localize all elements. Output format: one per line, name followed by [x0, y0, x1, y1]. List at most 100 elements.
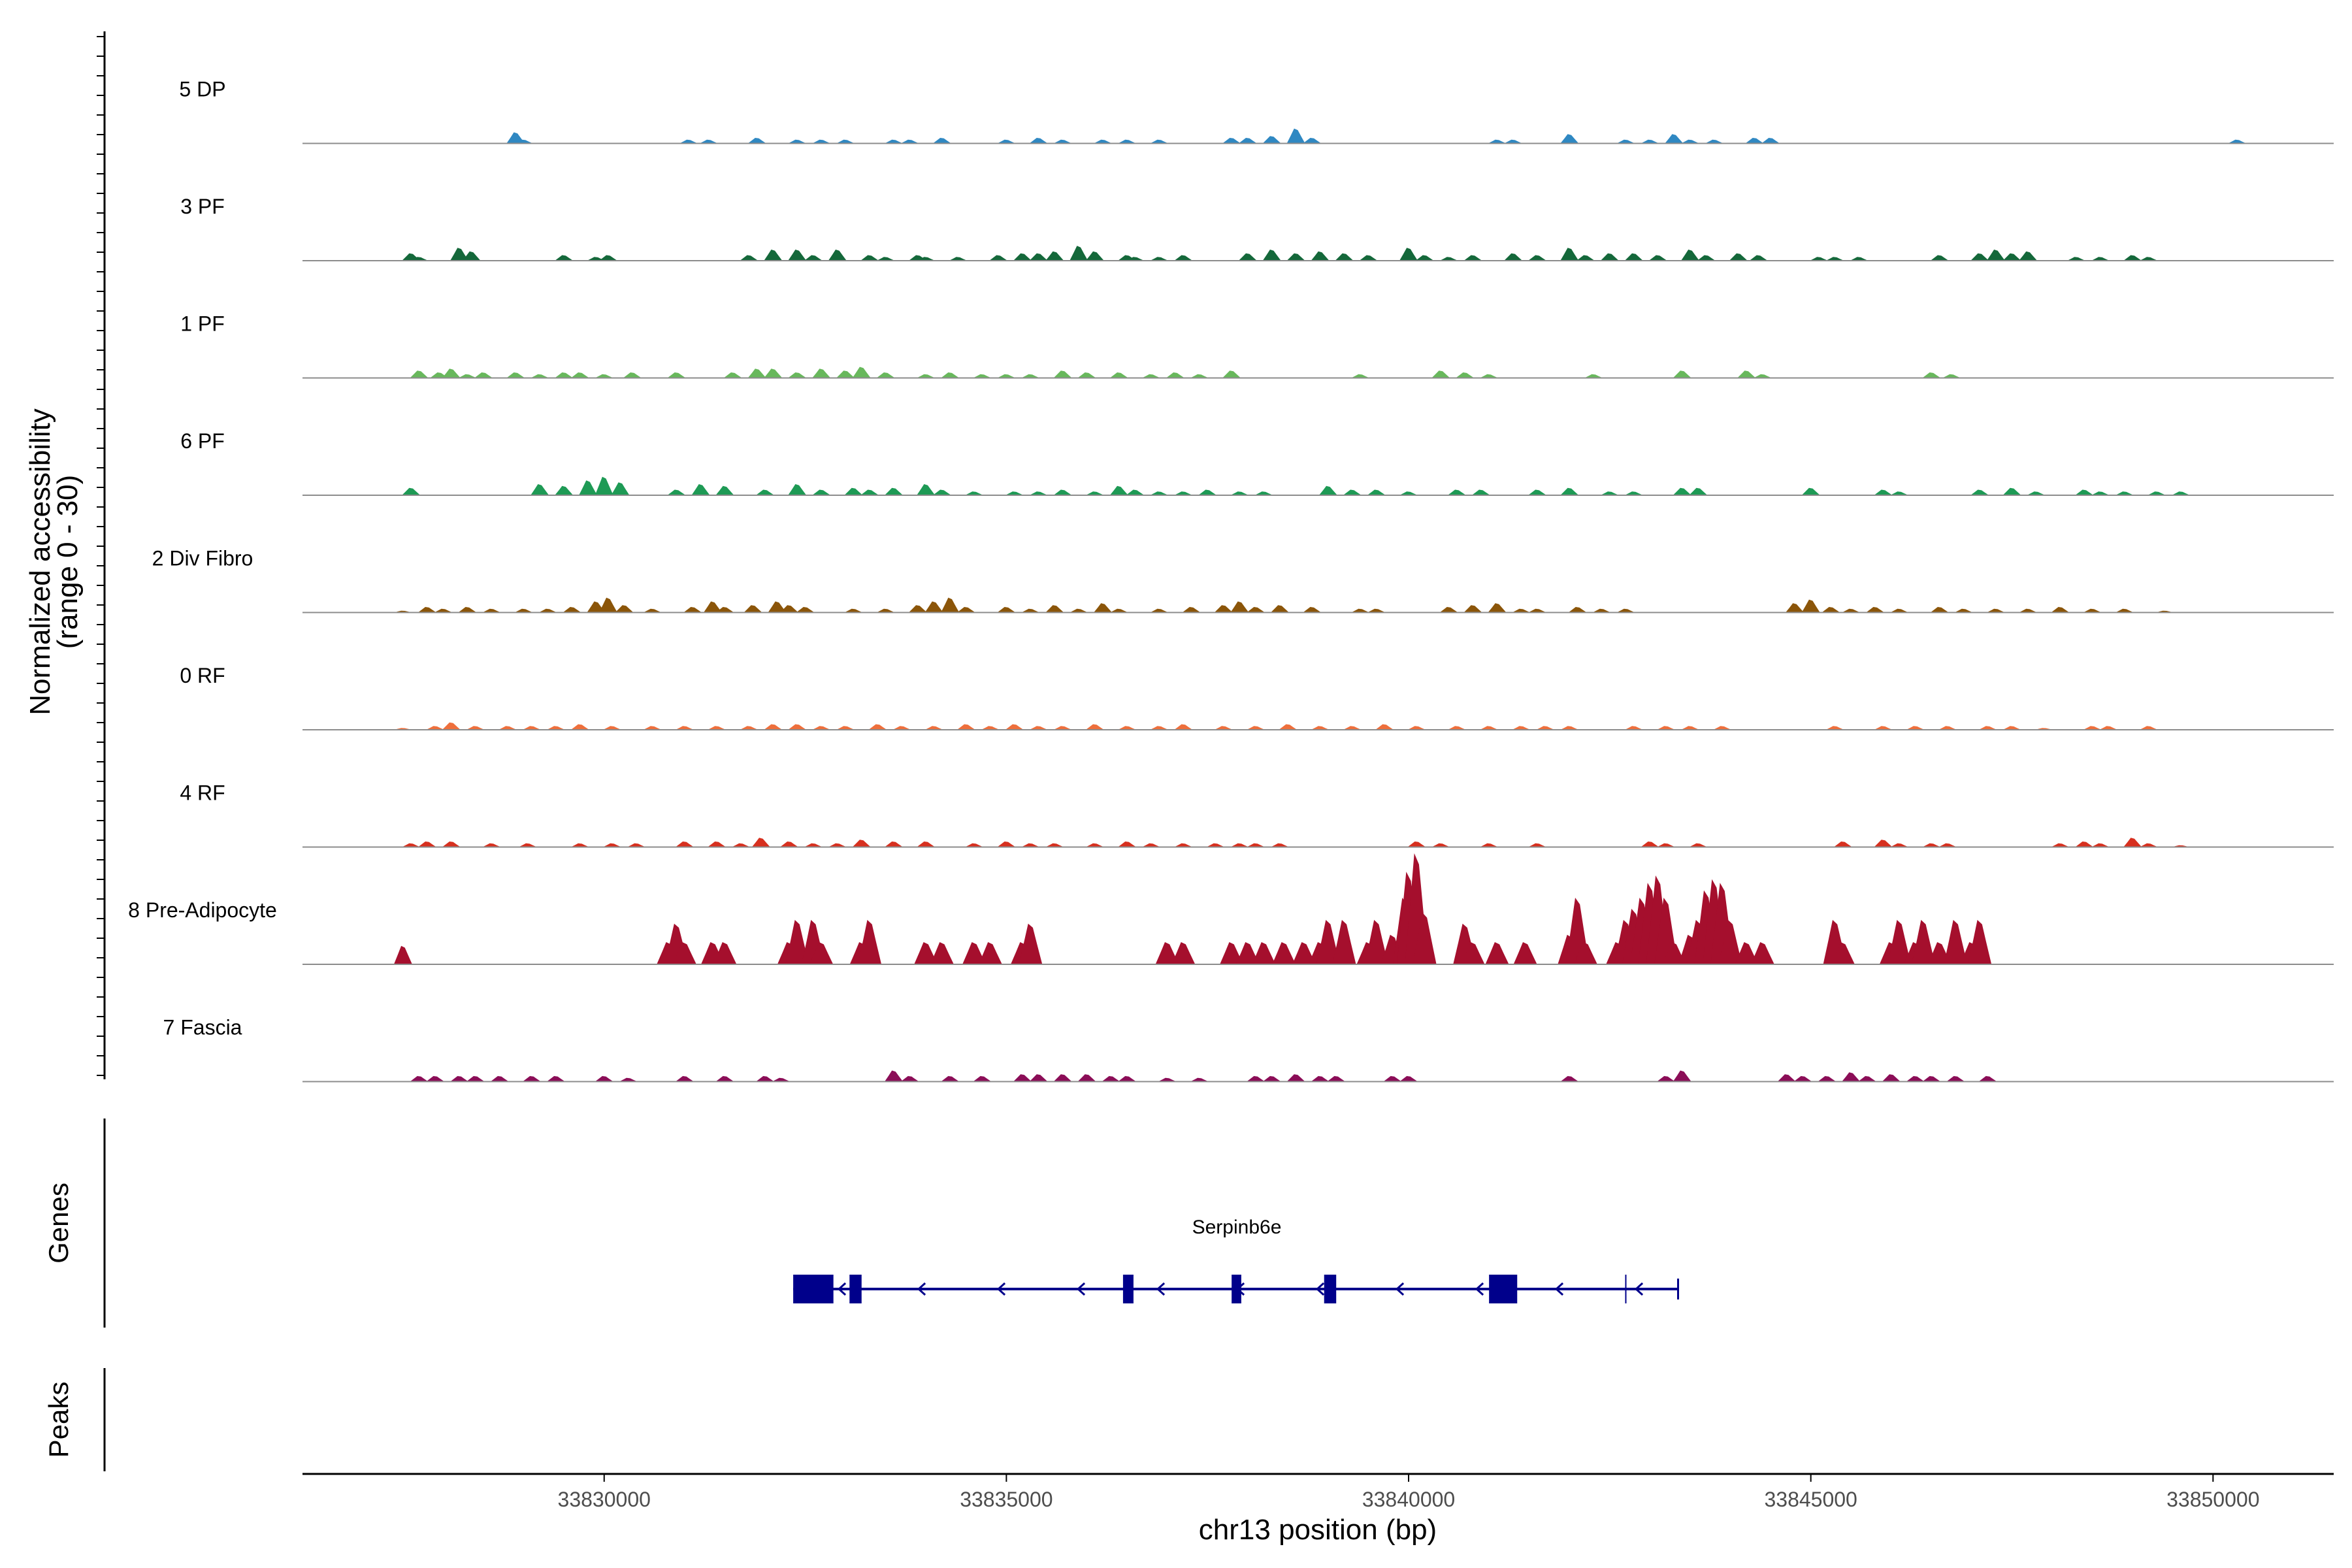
coverage-peak — [1158, 1077, 1177, 1082]
coverage-peak — [1978, 726, 1997, 730]
coverage-peak — [1351, 608, 1370, 613]
gene-exon — [1324, 1275, 1337, 1303]
strand-arrow — [837, 1282, 847, 1296]
coverage-peak — [1247, 1076, 1266, 1082]
track-8-pre-adipocyte: 8 Pre-Adipocyte — [128, 853, 2334, 965]
coverage-peak — [555, 372, 574, 378]
coverage-peak — [1272, 942, 1296, 964]
track-7-fascia: 7 Fascia — [163, 1016, 2334, 1083]
coverage-peak — [1150, 491, 1169, 495]
coverage-peak — [1568, 607, 1587, 613]
coverage-peak — [2228, 139, 2247, 144]
coverage-peak — [1488, 139, 1507, 144]
coverage-peak — [458, 374, 477, 378]
coverage-peak — [1230, 491, 1249, 495]
coverage-peak — [2148, 491, 2166, 495]
coverage-peak — [1930, 255, 1949, 261]
coverage-peak — [708, 841, 727, 847]
tracks: 5 DP 3 PF 1 PF 6 PF 2 Div Fibro 0 RF 4 RF 8 Pre… — [128, 78, 2334, 1083]
coverage-peak — [1252, 942, 1276, 964]
coverage-peak — [1029, 1074, 1048, 1082]
coverage-y-ticks — [97, 36, 105, 1076]
coverage-peak — [788, 250, 807, 261]
coverage-peak — [1970, 253, 1989, 261]
coverage-peak — [715, 1076, 734, 1082]
strand-arrow — [1076, 1282, 1086, 1296]
coverage-peak — [1118, 726, 1137, 730]
coverage-peak — [1198, 489, 1217, 495]
x-axis-title: chr13 position (bp) — [1199, 1514, 1437, 1546]
coverage-peak — [828, 250, 847, 261]
track-2-div-fibro: 2 Div Fibro — [152, 547, 2334, 613]
coverage-peak — [989, 255, 1008, 261]
coverage-peak — [1013, 1074, 1032, 1082]
coverage-peak — [1085, 724, 1104, 730]
strand-arrow — [996, 1282, 1006, 1296]
coverage-peak — [1488, 603, 1507, 613]
coverage-peak — [708, 726, 727, 730]
coverage-peak — [1471, 489, 1490, 495]
coverage-peak — [1126, 257, 1145, 261]
coverage-peak — [579, 480, 598, 495]
coverage-peak — [1318, 485, 1337, 495]
coverage-peak — [743, 605, 762, 613]
coverage-peak — [1399, 1076, 1418, 1082]
coverage-peak — [1174, 255, 1193, 261]
coverage-peak — [1842, 608, 1861, 613]
coverage-peak — [1689, 843, 1708, 847]
coverage-peak — [1890, 843, 1909, 847]
coverage-peak — [1447, 726, 1466, 730]
coverage-peak — [1584, 374, 1603, 378]
coverage-peak — [885, 1070, 903, 1082]
coverage-peak — [1793, 1076, 1812, 1082]
coverage-peak — [442, 722, 461, 730]
coverage-peak — [1077, 372, 1096, 378]
strand-arrow — [917, 1282, 926, 1296]
coverage-peak — [442, 841, 461, 847]
coverage-peak — [1029, 491, 1048, 495]
coverage-peak — [1045, 605, 1064, 613]
coverage-peak — [1922, 372, 1941, 378]
coverage-peak — [2002, 726, 2021, 730]
coverage-peak — [860, 255, 879, 261]
coverage-peak — [2091, 843, 2110, 847]
x-tick-label: 33830000 — [558, 1488, 651, 1511]
coverage-peak — [2139, 726, 2158, 730]
coverage-peak — [1729, 253, 1748, 261]
gene-model-serpinb6e — [793, 1275, 1680, 1303]
coverage-peak — [1286, 128, 1305, 144]
coverage-peak — [836, 370, 855, 378]
coverage-peak — [611, 482, 630, 495]
coverage-peak — [1029, 253, 1048, 261]
coverage-peak — [836, 726, 855, 730]
coverage-peak — [2115, 491, 2134, 495]
coverage-peak — [836, 139, 855, 144]
coverage-peak — [1689, 487, 1708, 495]
coverage-peak — [788, 372, 807, 378]
coverage-peak — [1247, 726, 1266, 730]
coverage-peak — [506, 372, 525, 378]
coverage-peak — [402, 843, 421, 847]
coverage-peak — [747, 138, 766, 144]
coverage-peak — [1343, 726, 1362, 730]
coverage-peak — [917, 374, 936, 378]
coverage-peak — [932, 138, 951, 144]
coverage-peak — [434, 608, 453, 613]
coverage-peak — [1238, 138, 1257, 144]
coverage-peak — [1413, 912, 1437, 964]
coverage-peak — [2075, 841, 2094, 847]
coverage-peak — [2019, 251, 2038, 261]
coverage-peak — [1662, 942, 1686, 964]
coverage-peak — [860, 489, 879, 495]
coverage-peak — [595, 374, 613, 378]
coverage-peak — [598, 597, 617, 613]
coverage-peak — [466, 1076, 485, 1082]
coverage-peak — [2139, 257, 2158, 261]
coverage-peak — [1407, 726, 1426, 730]
coverage-peak — [941, 1076, 960, 1082]
coverage-peak — [2083, 726, 2102, 730]
coverage-peak — [1247, 607, 1266, 613]
track-3-pf: 3 PF — [180, 195, 2334, 261]
coverage-peak — [1085, 251, 1104, 261]
coverage-peak — [1573, 942, 1597, 964]
